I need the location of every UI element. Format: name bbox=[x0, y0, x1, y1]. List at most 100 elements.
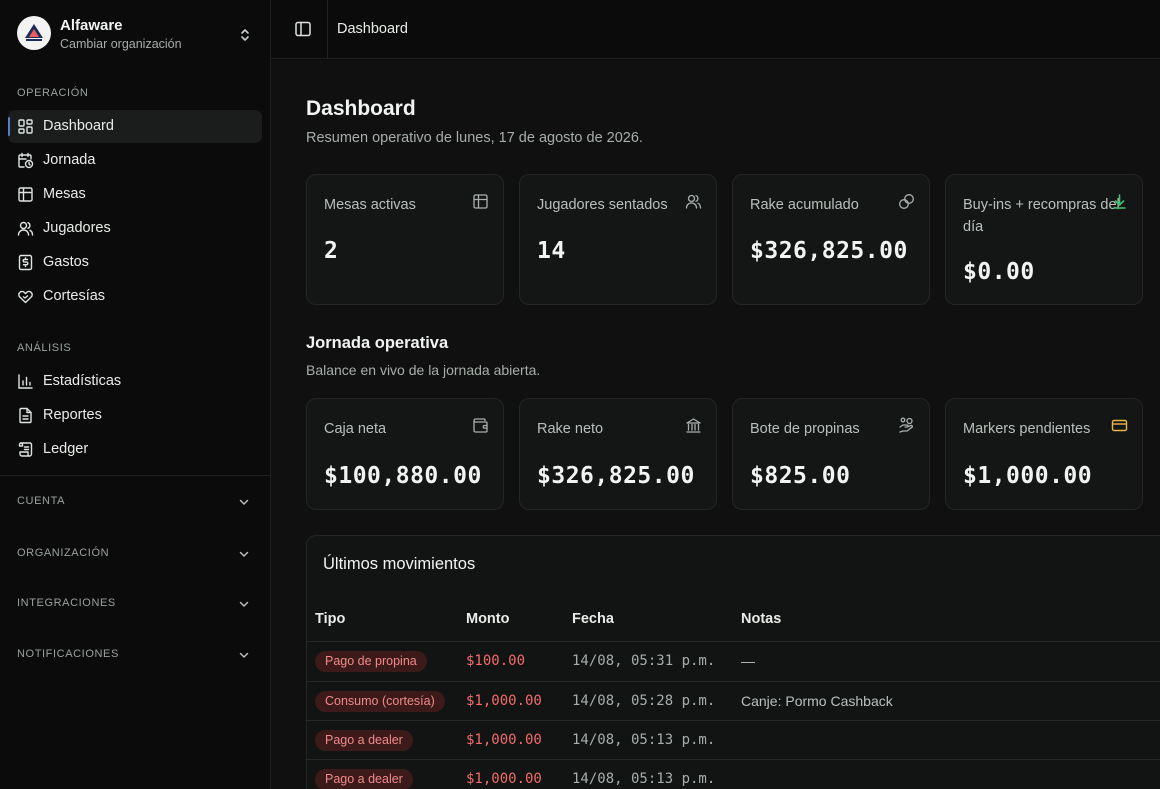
table-row[interactable]: Pago a dealer $1,000.00 14/08, 05:13 p.m… bbox=[307, 759, 1160, 789]
org-name: Alfaware bbox=[60, 17, 123, 34]
wallet-icon bbox=[472, 417, 489, 434]
table-row[interactable]: Pago a dealer $1,000.00 14/08, 05:13 p.m… bbox=[307, 720, 1160, 760]
sidebar-item-label: Gastos bbox=[43, 254, 89, 270]
topbar-divider bbox=[327, 0, 328, 59]
org-subtitle: Cambiar organización bbox=[60, 37, 182, 51]
sidebar-item-jugadores[interactable]: Jugadores bbox=[8, 212, 262, 245]
type-badge: Pago de propina bbox=[315, 651, 427, 672]
column-header-monto: Monto bbox=[466, 611, 510, 627]
sidebar-item-mesas[interactable]: Mesas bbox=[8, 178, 262, 211]
card-value: 2 bbox=[324, 238, 339, 264]
card-rake-neto: Rake neto $326,825.00 bbox=[519, 398, 717, 510]
notes-cell: Canje: Pormo Cashback bbox=[741, 693, 893, 709]
card-label: Mesas activas bbox=[324, 197, 416, 213]
coins-icon bbox=[898, 193, 915, 210]
column-header-fecha: Fecha bbox=[572, 611, 614, 627]
file-icon bbox=[17, 407, 34, 424]
bar-chart-icon bbox=[17, 373, 34, 390]
sidebar-item-label: Jugadores bbox=[43, 220, 111, 236]
dashboard-icon bbox=[17, 118, 34, 135]
heart-hand-icon bbox=[17, 288, 34, 305]
card-caja-neta: Caja neta $100,880.00 bbox=[306, 398, 504, 510]
sidebar-item-dashboard[interactable]: Dashboard bbox=[8, 110, 262, 143]
sidebar-item-jornada[interactable]: Jornada bbox=[8, 144, 262, 177]
card-label: Buy-ins + recompras del día bbox=[963, 197, 1120, 235]
sidebar-item-label: Ledger bbox=[43, 441, 89, 457]
card-label: Markers pendientes bbox=[963, 421, 1091, 437]
type-badge: Pago a dealer bbox=[315, 730, 413, 751]
card-value: $100,880.00 bbox=[324, 463, 482, 489]
card-value: $825.00 bbox=[750, 463, 851, 489]
sidebar-item-label: Reportes bbox=[43, 407, 102, 423]
column-header-notas: Notas bbox=[741, 611, 782, 627]
card-markers-pendientes: Markers pendientes $1,000.00 bbox=[945, 398, 1143, 510]
section-title-organizacion: ORGANIZACIÓN bbox=[17, 547, 110, 559]
card-mesas-activas: Mesas activas 2 bbox=[306, 174, 504, 305]
card-bote-propinas: Bote de propinas $825.00 bbox=[732, 398, 930, 510]
sidebar-item-reportes[interactable]: Reportes bbox=[8, 399, 262, 432]
table-row[interactable]: Consumo (cortesía) $1,000.00 14/08, 05:2… bbox=[307, 681, 1160, 721]
amount-cell: $1,000.00 bbox=[466, 732, 542, 748]
card-label: Caja neta bbox=[324, 421, 387, 437]
card-label: Rake neto bbox=[537, 421, 604, 437]
card-value: $0.00 bbox=[963, 259, 1035, 285]
chevron-down-icon bbox=[237, 547, 251, 561]
section-title-operacion: OPERACIÓN bbox=[17, 87, 89, 99]
amount-cell: $1,000.00 bbox=[466, 693, 542, 709]
type-badge: Consumo (cortesía) bbox=[315, 691, 445, 712]
sidebar-item-label: Cortesías bbox=[43, 288, 106, 304]
topbar: Dashboard bbox=[271, 0, 1160, 59]
sidebar-group-integraciones[interactable]: INTEGRACIONES bbox=[0, 591, 270, 617]
date-cell: 14/08, 05:28 p.m. bbox=[572, 693, 716, 709]
main-content: Dashboard Resumen operativo de lunes, 17… bbox=[271, 60, 1160, 789]
chevron-down-icon bbox=[237, 495, 251, 509]
bank-icon bbox=[685, 417, 702, 434]
credit-card-icon bbox=[1111, 417, 1128, 434]
notes-cell: — bbox=[741, 653, 755, 669]
page-subtitle: Resumen operativo de lunes, 17 de agosto… bbox=[306, 130, 643, 146]
breadcrumb: Dashboard bbox=[337, 21, 408, 37]
calendar-clock-icon bbox=[17, 152, 34, 169]
arrow-down-icon bbox=[1111, 193, 1128, 210]
sidebar-item-gastos[interactable]: Gastos bbox=[8, 246, 262, 279]
sidebar-group-organizacion[interactable]: ORGANIZACIÓN bbox=[0, 541, 270, 567]
type-badge: Pago a dealer bbox=[315, 769, 413, 789]
sidebar: Alfaware Cambiar organización OPERACIÓN … bbox=[0, 0, 271, 789]
table-icon bbox=[17, 186, 34, 203]
card-label: Rake acumulado bbox=[750, 197, 859, 213]
card-jugadores-sentados: Jugadores sentados 14 bbox=[519, 174, 717, 305]
sidebar-item-ledger[interactable]: Ledger bbox=[8, 433, 262, 466]
sidebar-toggle-icon[interactable] bbox=[293, 19, 313, 39]
date-cell: 14/08, 05:31 p.m. bbox=[572, 653, 716, 669]
sidebar-item-label: Jornada bbox=[43, 152, 96, 168]
chevron-up-down-icon[interactable] bbox=[236, 26, 254, 44]
card-rake-acumulado: Rake acumulado $326,825.00 bbox=[732, 174, 930, 305]
card-label: Bote de propinas bbox=[750, 421, 860, 437]
column-header-tipo: Tipo bbox=[315, 611, 346, 627]
card-value: $326,825.00 bbox=[750, 238, 908, 264]
section-title-cuenta: CUENTA bbox=[17, 495, 66, 507]
movements-panel: Últimos movimientos Tipo Monto Fecha Not… bbox=[306, 535, 1160, 789]
chevron-down-icon bbox=[237, 648, 251, 662]
chevron-down-icon bbox=[237, 597, 251, 611]
sidebar-group-notificaciones[interactable]: NOTIFICACIONES bbox=[0, 642, 270, 668]
date-cell: 14/08, 05:13 p.m. bbox=[572, 732, 716, 748]
sidebar-item-estadisticas[interactable]: Estadísticas bbox=[8, 365, 262, 398]
card-buy-ins: Buy-ins + recompras del día $0.00 bbox=[945, 174, 1143, 305]
users-icon bbox=[685, 193, 702, 210]
card-value: 14 bbox=[537, 238, 566, 264]
sidebar-group-cuenta[interactable]: CUENTA bbox=[0, 489, 270, 515]
panel-title: Últimos movimientos bbox=[323, 555, 476, 573]
section-title-integraciones: INTEGRACIONES bbox=[17, 597, 116, 609]
date-cell: 14/08, 05:13 p.m. bbox=[572, 771, 716, 787]
amount-cell: $100.00 bbox=[466, 653, 526, 669]
table-row[interactable]: Pago de propina $100.00 14/08, 05:31 p.m… bbox=[307, 641, 1160, 681]
sidebar-item-label: Dashboard bbox=[43, 118, 114, 134]
org-switcher[interactable]: Alfaware Cambiar organización bbox=[0, 0, 270, 68]
hand-coins-icon bbox=[898, 417, 915, 434]
org-logo bbox=[17, 16, 51, 50]
dollar-receipt-icon bbox=[17, 254, 34, 271]
sidebar-item-label: Estadísticas bbox=[43, 373, 122, 389]
section-title-analisis: ANÁLISIS bbox=[17, 342, 72, 354]
sidebar-item-cortesias[interactable]: Cortesías bbox=[8, 280, 262, 313]
